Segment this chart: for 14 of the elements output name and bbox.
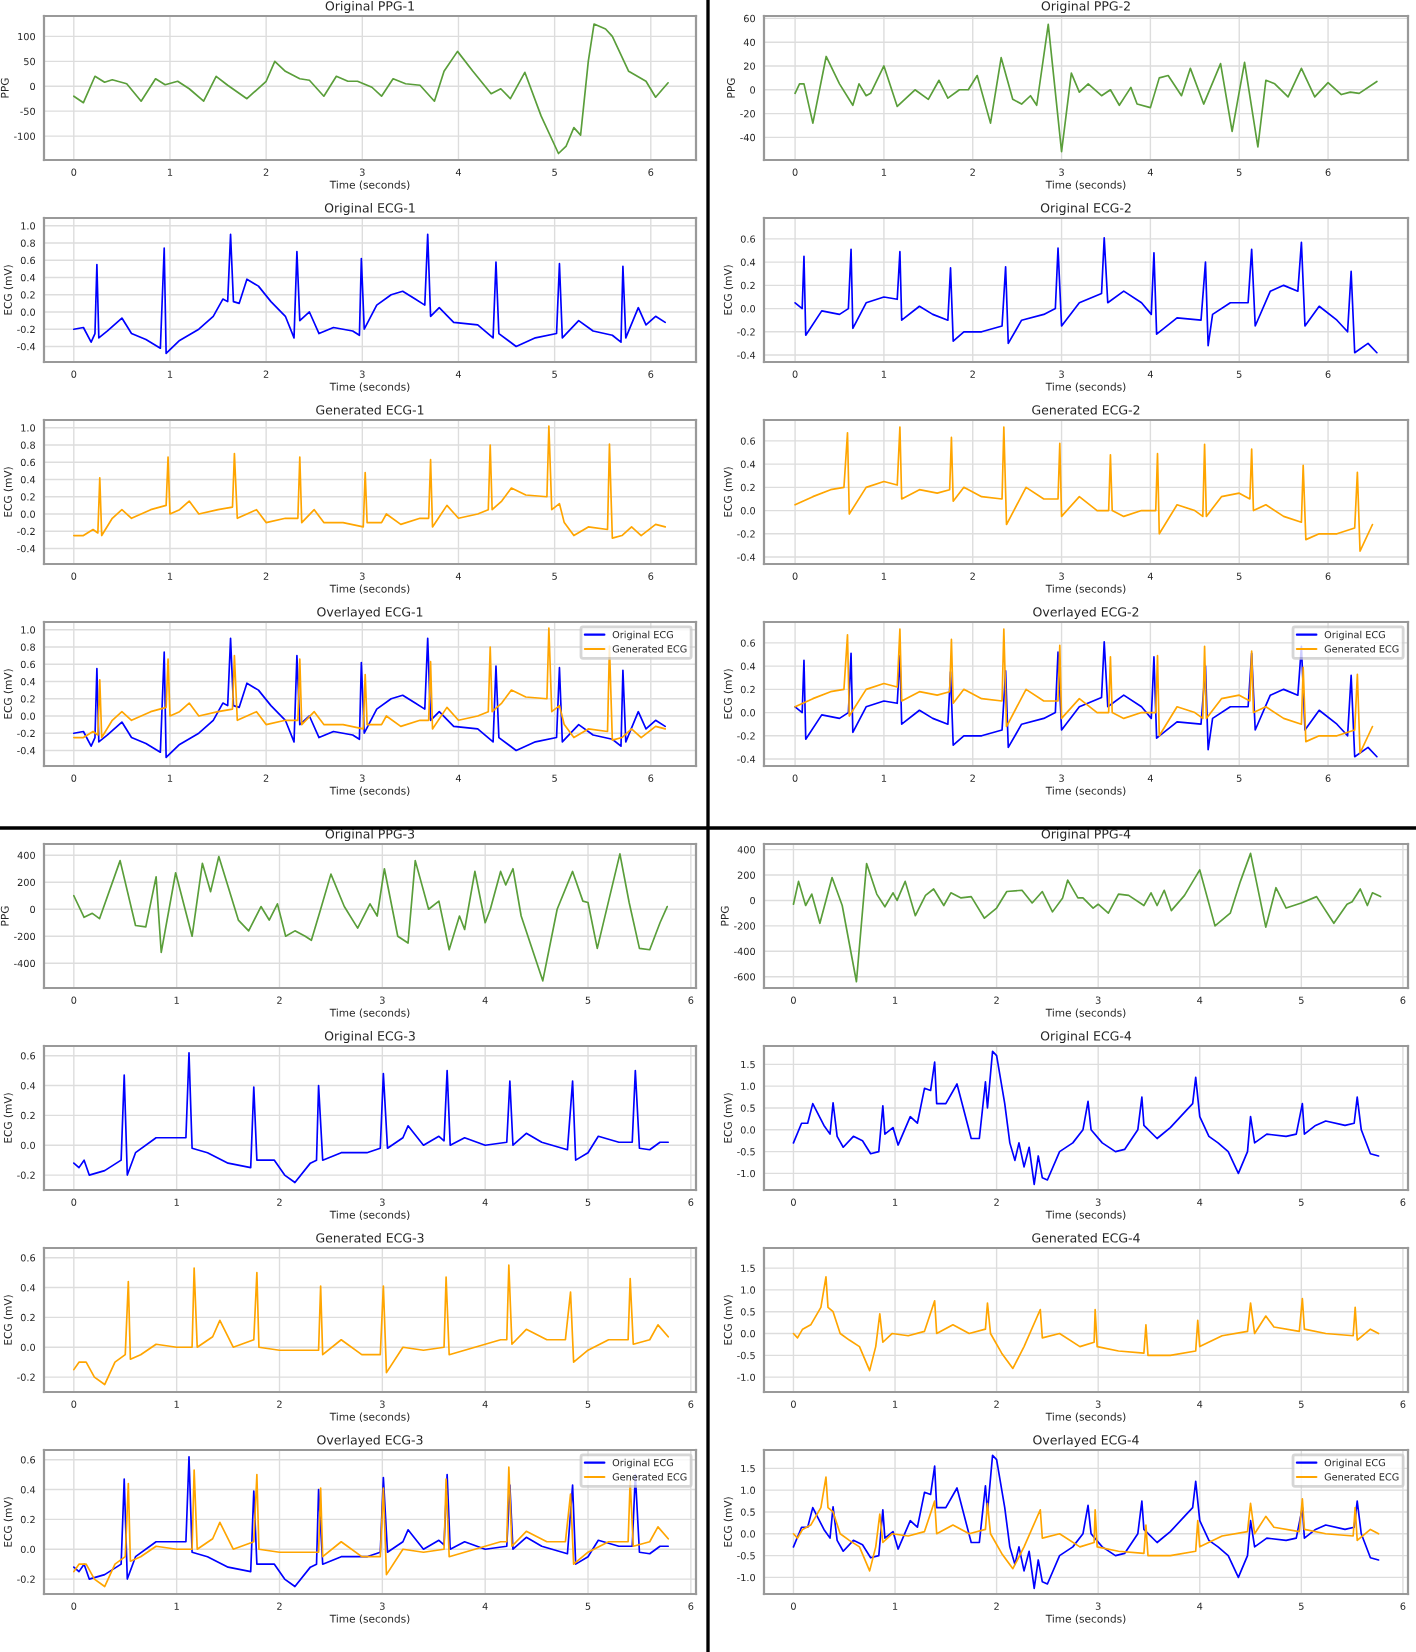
line-series	[72, 637, 667, 759]
line-series	[72, 23, 669, 155]
line-series	[794, 236, 1378, 354]
line-series	[792, 1050, 1380, 1186]
line-series	[72, 425, 667, 539]
line-series	[792, 1275, 1380, 1372]
line-series	[792, 1476, 1380, 1572]
line-series	[72, 1264, 670, 1386]
line-series	[72, 1051, 670, 1184]
line-series	[794, 426, 1374, 553]
line-series	[792, 852, 1382, 983]
line-series	[72, 853, 669, 982]
line-series	[794, 23, 1378, 153]
line-series	[72, 233, 667, 355]
